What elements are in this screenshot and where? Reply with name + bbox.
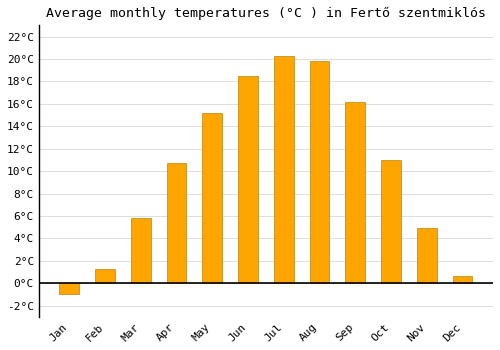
- Bar: [131, 218, 150, 283]
- Bar: [310, 61, 330, 283]
- Bar: [95, 268, 115, 283]
- Bar: [202, 113, 222, 283]
- Bar: [452, 276, 472, 283]
- Bar: [166, 163, 186, 283]
- Bar: [381, 160, 401, 283]
- Bar: [346, 102, 365, 283]
- Bar: [60, 283, 79, 294]
- Bar: [417, 228, 436, 283]
- Bar: [274, 56, 293, 283]
- Bar: [238, 76, 258, 283]
- Title: Average monthly temperatures (°C ) in Fertő szentmiklós: Average monthly temperatures (°C ) in Fe…: [46, 7, 486, 20]
